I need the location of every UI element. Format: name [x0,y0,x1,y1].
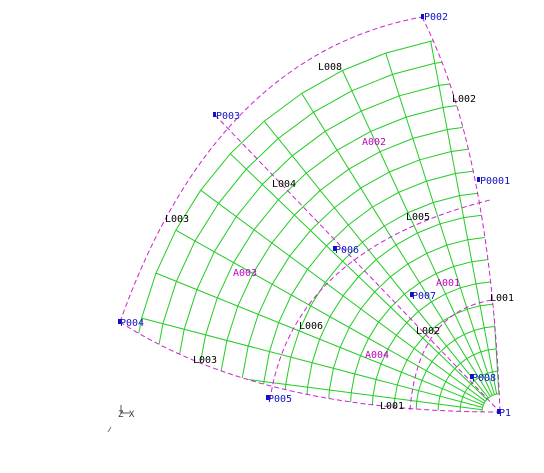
point-label-p008: P008 [472,373,496,384]
point-label-p006: P006 [335,245,359,256]
line-label-l005-right: L005 [406,212,430,223]
point-markers [118,14,500,414]
point-label-p005: P005 [268,394,292,405]
line-label-l002-mid: L002 [416,326,440,337]
line-label-l008: L008 [318,62,342,73]
surface-label-a004: A004 [365,350,389,361]
right-arc [421,16,501,413]
triad-axis [107,426,112,433]
mesh-radial-line [301,93,491,397]
point-marker[interactable] [266,395,269,400]
point-marker[interactable] [497,409,500,414]
mesh-radial-line [263,120,489,399]
mesh-radial-line [430,41,498,395]
point-label-p001: P0001 [480,176,510,187]
point-label-p007: P007 [412,291,436,302]
outer-arc [119,16,423,323]
point-label-p002: P002 [424,12,448,23]
mesh-radial-line [175,229,485,404]
mesh-radial-line [385,52,495,395]
mesh-radial-line [200,189,486,402]
surface-label-a002: A002 [362,137,386,148]
mesh-radial-line [229,153,488,400]
point-marker[interactable] [410,292,413,297]
triad-axis-label: Z X [118,410,135,420]
line-label-l004: L004 [272,179,296,190]
inner-arc-large [269,199,491,401]
point-marker[interactable] [421,14,424,19]
point-label-p1: P1 [499,408,511,419]
inner-arc-small [409,299,493,411]
surface-label-a003: A003 [233,268,257,279]
point-marker[interactable] [118,319,121,324]
surface-label-a001: A001 [436,278,460,289]
line-label-l006: L006 [299,321,323,332]
point-marker[interactable] [477,177,480,182]
mesh-radial-line [141,317,483,408]
line-label-l003-left: L003 [165,214,189,225]
point-marker[interactable] [213,112,216,117]
mesh-radial-line [342,70,493,396]
point-label-p003-top: P003 [216,111,240,122]
mesh-radial-line [155,272,484,406]
point-marker[interactable] [333,246,336,251]
line-label-l003-bottom: L003 [193,355,217,366]
point-label-p004: P004 [120,318,144,329]
line-label-l001-bottom: L001 [380,401,404,412]
line-label-l001-right: L001 [490,293,514,304]
coordinate-triad: Z X [107,405,135,433]
diagonal-line [214,114,501,413]
line-label-l002-top: L002 [452,94,476,105]
magenta-boundary [119,16,501,413]
bottom-arc [119,321,501,413]
point-marker[interactable] [470,374,473,379]
